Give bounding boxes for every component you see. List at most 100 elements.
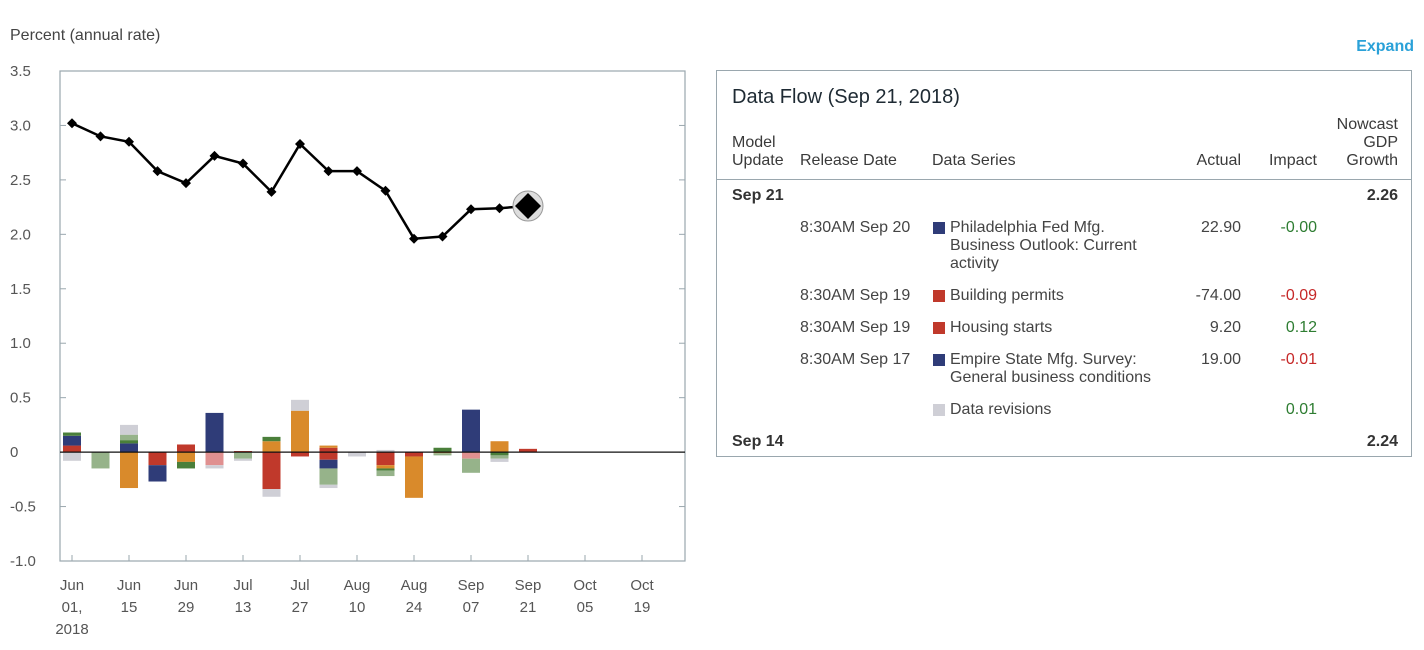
plot-area: 3.5 3.0 2.5 2.0 1.5 1.0 0.5 0 -0.5 -1.0 Jun 01, 2018… — [10, 63, 686, 638]
row-data-series[interactable]: Empire State Mfg. Survey: General busine… — [950, 351, 1152, 386]
impact-bar-segment — [63, 452, 81, 461]
header-impact: Impact — [1268, 152, 1317, 169]
plot-frame — [59, 70, 686, 562]
header-nowcast: Nowcast GDP Growth — [1336, 116, 1398, 169]
series-color-swatch — [933, 222, 945, 234]
impact-bar-segment — [490, 441, 509, 453]
impact-bar-segment — [262, 436, 281, 442]
row-impact: -0.09 — [1280, 287, 1317, 304]
impact-bar-segment — [462, 458, 480, 473]
impact-bar-segment — [433, 453, 452, 456]
nowcast-point — [95, 131, 106, 142]
x-tick-label: Sep 07 — [458, 577, 485, 616]
row-release-date: 8:30AM Sep 17 — [800, 351, 911, 368]
impact-bar-segment — [291, 410, 309, 453]
header-divider — [717, 179, 1411, 180]
nowcast-point — [323, 166, 334, 177]
impact-bar-segment — [376, 465, 395, 469]
nowcast-point — [124, 136, 134, 147]
row-data-series[interactable]: Philadelphia Fed Mfg. Business Outlook: … — [950, 219, 1137, 272]
impact-bar-segment — [462, 452, 480, 459]
expand-link[interactable]: Expand — [1356, 38, 1414, 55]
y-tick-label: 3.0 — [10, 117, 31, 134]
impact-bar-segment — [91, 452, 110, 469]
impact-bar-segment — [63, 435, 81, 446]
y-axis-label: Percent (annual rate) — [10, 27, 160, 44]
row-impact: -0.01 — [1280, 351, 1317, 368]
x-tick-label: Jun 15 — [117, 577, 141, 616]
impact-bar-segment — [319, 445, 338, 448]
series-color-swatch — [933, 404, 945, 416]
nowcast-point — [209, 150, 220, 161]
nowcast-point — [437, 231, 448, 242]
impact-bar-segment — [205, 452, 224, 466]
impact-bar-segment — [120, 440, 138, 444]
row-data-series[interactable]: Building permits — [950, 287, 1064, 304]
impact-bar-segment — [63, 445, 81, 453]
impact-bar-segment — [177, 452, 195, 462]
x-tick-label: Jun 01, 2018 — [55, 577, 88, 638]
group-nowcast-value: 2.26 — [1366, 187, 1398, 204]
series-color-swatch — [933, 322, 945, 334]
y-tick-label: 2.0 — [10, 226, 31, 243]
impact-bar-segment — [262, 489, 281, 497]
y-tick-label: 0.5 — [10, 390, 31, 407]
series-color-swatch — [933, 290, 945, 302]
series-color-swatch — [933, 354, 945, 366]
data-flow-panel: Data Flow (Sep 21, 2018) Model Update Re… — [716, 70, 1412, 457]
impact-bar-segment — [205, 465, 224, 469]
impact-bar-segment — [262, 452, 281, 490]
row-data-series[interactable]: Housing starts — [950, 319, 1053, 336]
impact-bar-segment — [376, 449, 395, 453]
impact-bar-segment — [405, 456, 423, 498]
impact-bar-segment — [234, 452, 252, 459]
impact-bar-segment — [148, 465, 167, 482]
row-actual: 9.20 — [1209, 319, 1241, 336]
x-tick-label: Jul 27 — [290, 577, 309, 616]
impact-bar-segment — [376, 452, 395, 466]
impact-bar-segment — [120, 424, 138, 435]
header-model-update: Model Update — [732, 134, 784, 169]
x-tick-label: Oct 19 — [630, 577, 654, 616]
impact-bar-segment — [319, 484, 338, 489]
impact-bar-segment — [120, 452, 138, 489]
impact-bar-segment — [490, 455, 509, 459]
header-data-series: Data Series — [932, 152, 1016, 169]
nowcast-chart: Percent (annual rate) 3.5 3.0 2.5 2.0 1.5 1.0… — [10, 27, 686, 638]
impact-bar-segment — [319, 459, 338, 469]
impact-bar-segment — [291, 452, 309, 457]
impact-bar-segment — [319, 447, 338, 453]
row-impact: 0.12 — [1285, 319, 1317, 336]
x-tick-label: Aug 24 — [401, 577, 428, 616]
nowcast-point — [238, 158, 248, 169]
row-impact: 0.01 — [1285, 401, 1317, 418]
impact-bar-segment — [462, 409, 480, 453]
nowcast-point — [352, 166, 362, 177]
nowcast-point — [181, 178, 191, 189]
nowcast-point — [466, 204, 476, 215]
group-nowcast-value: 2.24 — [1366, 433, 1398, 450]
row-data-series[interactable]: Data revisions — [950, 401, 1052, 418]
impact-bar-segment — [148, 452, 167, 466]
row-release-date: 8:30AM Sep 19 — [800, 287, 911, 304]
row-actual: 19.00 — [1200, 351, 1241, 368]
impact-bar-segment — [433, 447, 452, 453]
impact-bar-segment — [120, 443, 138, 453]
group-date: Sep 14 — [732, 433, 784, 450]
nowcast-point — [409, 233, 419, 244]
data-flow-title: Data Flow (Sep 21, 2018) — [732, 86, 960, 108]
x-tick-label: Oct 05 — [573, 577, 597, 616]
impact-bar-segment — [120, 434, 138, 441]
y-tick-label: -0.5 — [10, 499, 36, 516]
x-tick-label: Jun 29 — [174, 577, 198, 616]
latest-marker — [515, 193, 541, 220]
header-actual: Actual — [1196, 152, 1241, 169]
impact-bar-segment — [63, 432, 81, 436]
nowcast-point — [266, 186, 277, 197]
row-actual: -74.00 — [1195, 287, 1241, 304]
impact-bar-segment — [376, 470, 395, 477]
impact-bar-segment — [177, 461, 195, 469]
row-release-date: 8:30AM Sep 20 — [800, 219, 911, 236]
row-impact: -0.00 — [1280, 219, 1317, 236]
group-date: Sep 21 — [732, 187, 784, 204]
